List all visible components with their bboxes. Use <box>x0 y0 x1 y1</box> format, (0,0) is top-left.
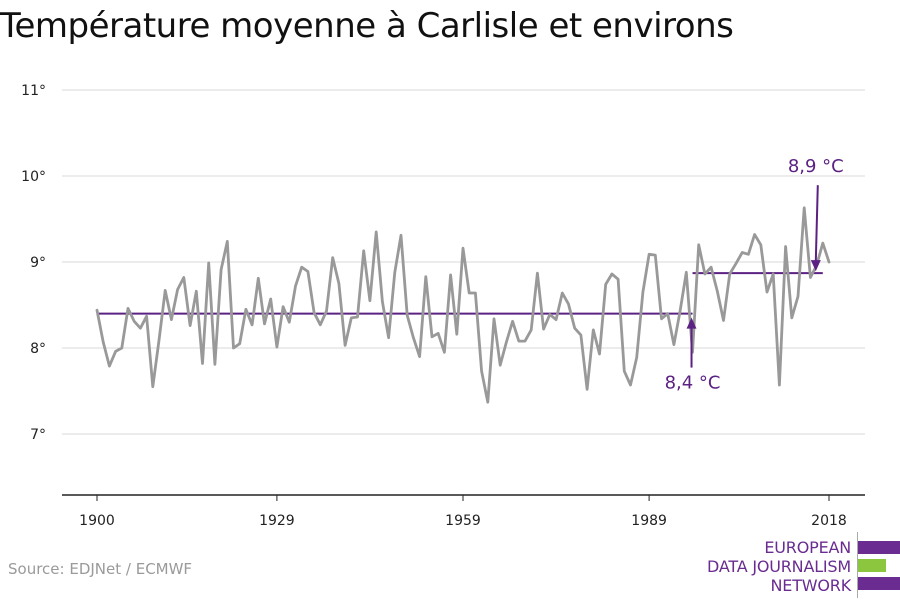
logo-bar-green <box>858 559 886 572</box>
y-tick-label: 11° <box>21 83 46 99</box>
y-tick-label: 9° <box>30 255 46 271</box>
x-tick-label: 1900 <box>79 513 115 529</box>
y-tick-label: 8° <box>30 341 46 357</box>
y-tick-label: 10° <box>21 169 46 185</box>
y-tick-label: 7° <box>30 427 46 443</box>
x-tick-label: 2018 <box>811 513 847 529</box>
source-note: Source: EDJNet / ECMWF <box>8 560 193 578</box>
annotation-arrowhead-2 <box>810 260 821 272</box>
logo-line-1: EUROPEAN <box>764 538 851 557</box>
line-chart: 7° 8° 9° 10° 11° 1900 1929 1959 1989 2018 8,4 °C 8,… <box>21 83 865 529</box>
x-tick-label: 1989 <box>631 513 667 529</box>
annotation-arrowhead-1 <box>686 317 697 329</box>
logo-line-2: DATA JOURNALISM <box>707 557 851 576</box>
temperature-series-line <box>95 206 831 404</box>
x-tick-label: 1929 <box>259 513 295 529</box>
edjnet-logo: EUROPEAN DATA JOURNALISM NETWORK <box>700 532 900 600</box>
annotation-label-1: 8,4 °C <box>665 373 721 394</box>
chart-title: Température moyenne à Carlisle et enviro… <box>0 6 734 46</box>
annotation-label-2: 8,9 °C <box>788 156 844 177</box>
logo-bar-purple-bottom <box>858 577 900 590</box>
annotation-arrow-shaft-2 <box>814 185 819 262</box>
logo-bar-purple-top <box>858 541 900 554</box>
logo-line-3: NETWORK <box>770 576 852 595</box>
logo-separator <box>857 532 858 598</box>
x-tick-label: 1959 <box>445 513 481 529</box>
